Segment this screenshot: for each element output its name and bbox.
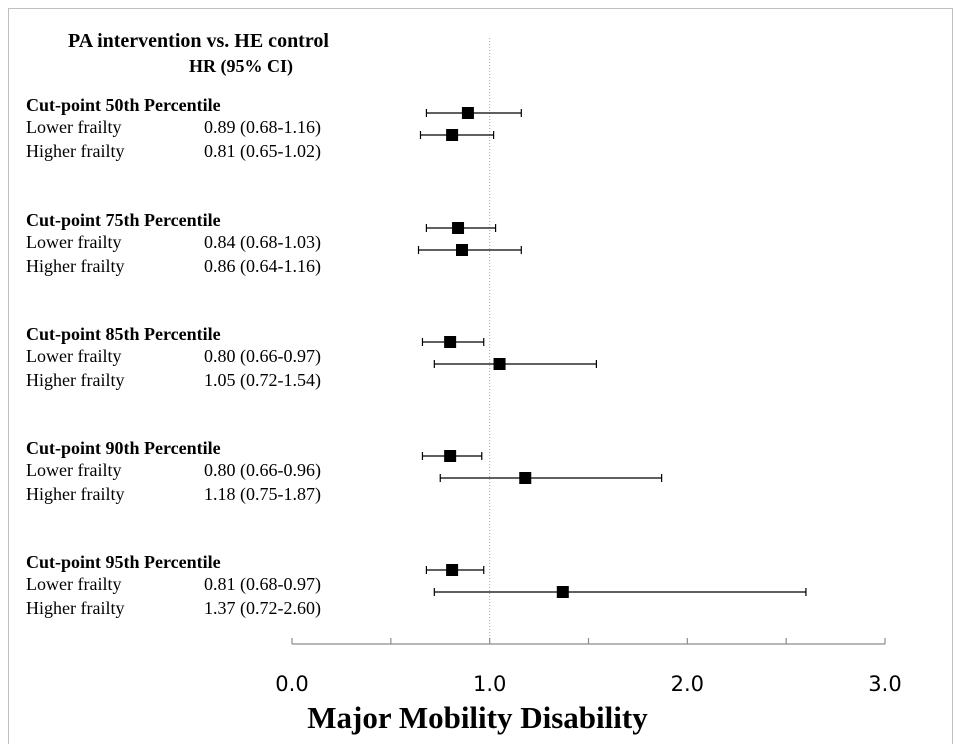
- x-tick-label: 1.0: [472, 672, 507, 696]
- figure-frame: [8, 8, 953, 744]
- hr-ci-text: 0.80 (0.66-0.96): [204, 460, 321, 480]
- row-label: Higher frailty: [26, 598, 125, 618]
- hr-ci-text: 1.18 (0.75-1.87): [204, 484, 321, 504]
- group-heading: Cut-point 75th Percentile: [26, 210, 221, 230]
- x-tick-label: 0.0: [275, 672, 309, 696]
- row-label: Higher frailty: [26, 141, 125, 161]
- header-title: PA intervention vs. HE control: [68, 30, 329, 52]
- x-axis-label: Major Mobility Disability: [307, 700, 648, 735]
- x-tick-label: 2.0: [670, 672, 705, 696]
- hr-point-marker: [556, 586, 569, 598]
- hr-point-marker: [493, 358, 506, 370]
- row-label: Lower frailty: [26, 574, 122, 594]
- hr-ci-text: 0.81 (0.65-1.02): [204, 141, 321, 161]
- hr-ci-text: 1.05 (0.72-1.54): [204, 370, 321, 390]
- row-label: Lower frailty: [26, 460, 122, 480]
- hr-ci-text: 0.84 (0.68-1.03): [204, 232, 321, 252]
- hr-ci-text: 1.37 (0.72-2.60): [204, 598, 321, 618]
- row-label: Higher frailty: [26, 256, 125, 276]
- hr-point-marker: [452, 222, 465, 234]
- hr-point-marker: [444, 336, 457, 348]
- hr-ci-text: 0.89 (0.68-1.16): [204, 117, 321, 137]
- row-label: Lower frailty: [26, 117, 122, 137]
- row-label: Lower frailty: [26, 232, 122, 252]
- hr-point-marker: [455, 244, 468, 256]
- hr-point-marker: [461, 107, 474, 119]
- header-subtitle: HR (95% CI): [189, 56, 293, 76]
- group-heading: Cut-point 50th Percentile: [26, 95, 221, 115]
- hr-point-marker: [446, 564, 459, 576]
- row-label: Higher frailty: [26, 484, 125, 504]
- hr-point-marker: [519, 472, 532, 484]
- row-label: Lower frailty: [26, 346, 122, 366]
- row-label: Higher frailty: [26, 370, 125, 390]
- hr-ci-text: 0.80 (0.66-0.97): [204, 346, 321, 366]
- group-heading: Cut-point 85th Percentile: [26, 324, 221, 344]
- x-tick-label: 3.0: [868, 672, 902, 696]
- hr-point-marker: [444, 450, 457, 462]
- group-heading: Cut-point 95th Percentile: [26, 552, 221, 572]
- hr-ci-text: 0.86 (0.64-1.16): [204, 256, 321, 276]
- hr-ci-text: 0.81 (0.68-0.97): [204, 574, 321, 594]
- group-heading: Cut-point 90th Percentile: [26, 438, 221, 458]
- hr-point-marker: [446, 129, 459, 141]
